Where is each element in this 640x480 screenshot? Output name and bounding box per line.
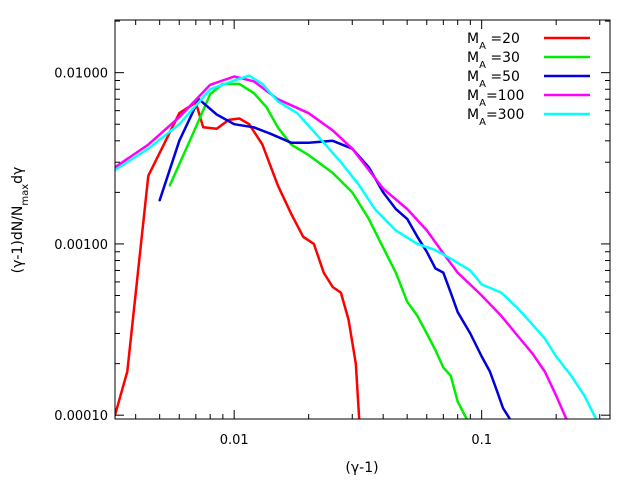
x-axis-title: (γ-1) xyxy=(345,460,378,476)
legend-label: MA=100 xyxy=(467,88,524,109)
legend-label: MA=300 xyxy=(467,107,524,128)
x-tick-label: 0.01 xyxy=(220,433,249,448)
legend-label: MA =20 xyxy=(467,31,520,52)
series-line-ma-100 xyxy=(115,75,568,419)
plot-frame xyxy=(114,19,611,420)
series-line-ma-30 xyxy=(168,82,468,419)
series-line-ma-50 xyxy=(158,97,512,419)
y-tick-label: 0.01000 xyxy=(54,67,108,82)
legend-label: MA =30 xyxy=(467,50,520,71)
x-tick-label: 0.1 xyxy=(471,433,492,448)
y-tick-label: 0.00100 xyxy=(54,238,108,253)
legend-label: MA =50 xyxy=(467,69,520,90)
series-line-ma-300 xyxy=(115,74,598,419)
y-tick-label: 0.00010 xyxy=(54,409,108,424)
y-axis-title: (γ-1)dN/Nmaxdγ xyxy=(10,167,31,274)
